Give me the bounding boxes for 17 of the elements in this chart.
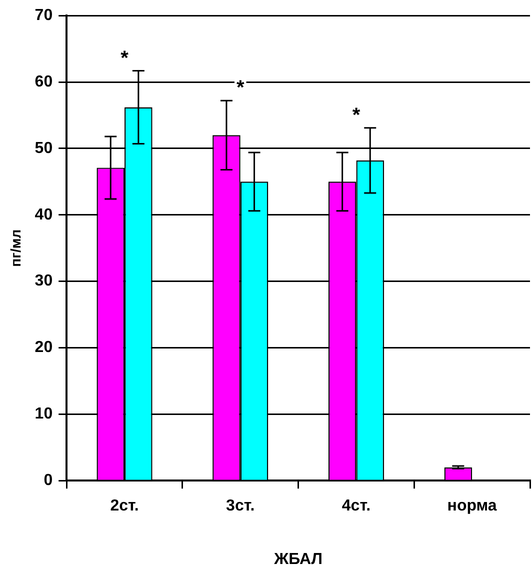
y-tick-label: 60 [34,73,53,90]
annotation: * [120,47,129,70]
y-tick-label: 30 [34,272,53,290]
y-tick-label: 70 [34,7,53,24]
x-tick-label: 4ст. [342,498,371,515]
y-tick-label: 50 [34,140,53,157]
y-tick-label: 40 [34,206,53,224]
annotation: * [352,104,360,126]
x-tick-label: 3ст. [226,498,255,515]
annotation: * [236,77,244,100]
y-tick-label: 20 [34,339,53,356]
x-axis-title: ЖБАЛ [273,550,322,568]
y-axis-title: пг/мл [7,229,24,267]
y-tick-label: 10 [34,406,53,423]
y-tick-label: 0 [44,472,53,490]
x-tick-label: 2ст. [110,498,139,515]
x-tick-label: норма [447,498,497,515]
